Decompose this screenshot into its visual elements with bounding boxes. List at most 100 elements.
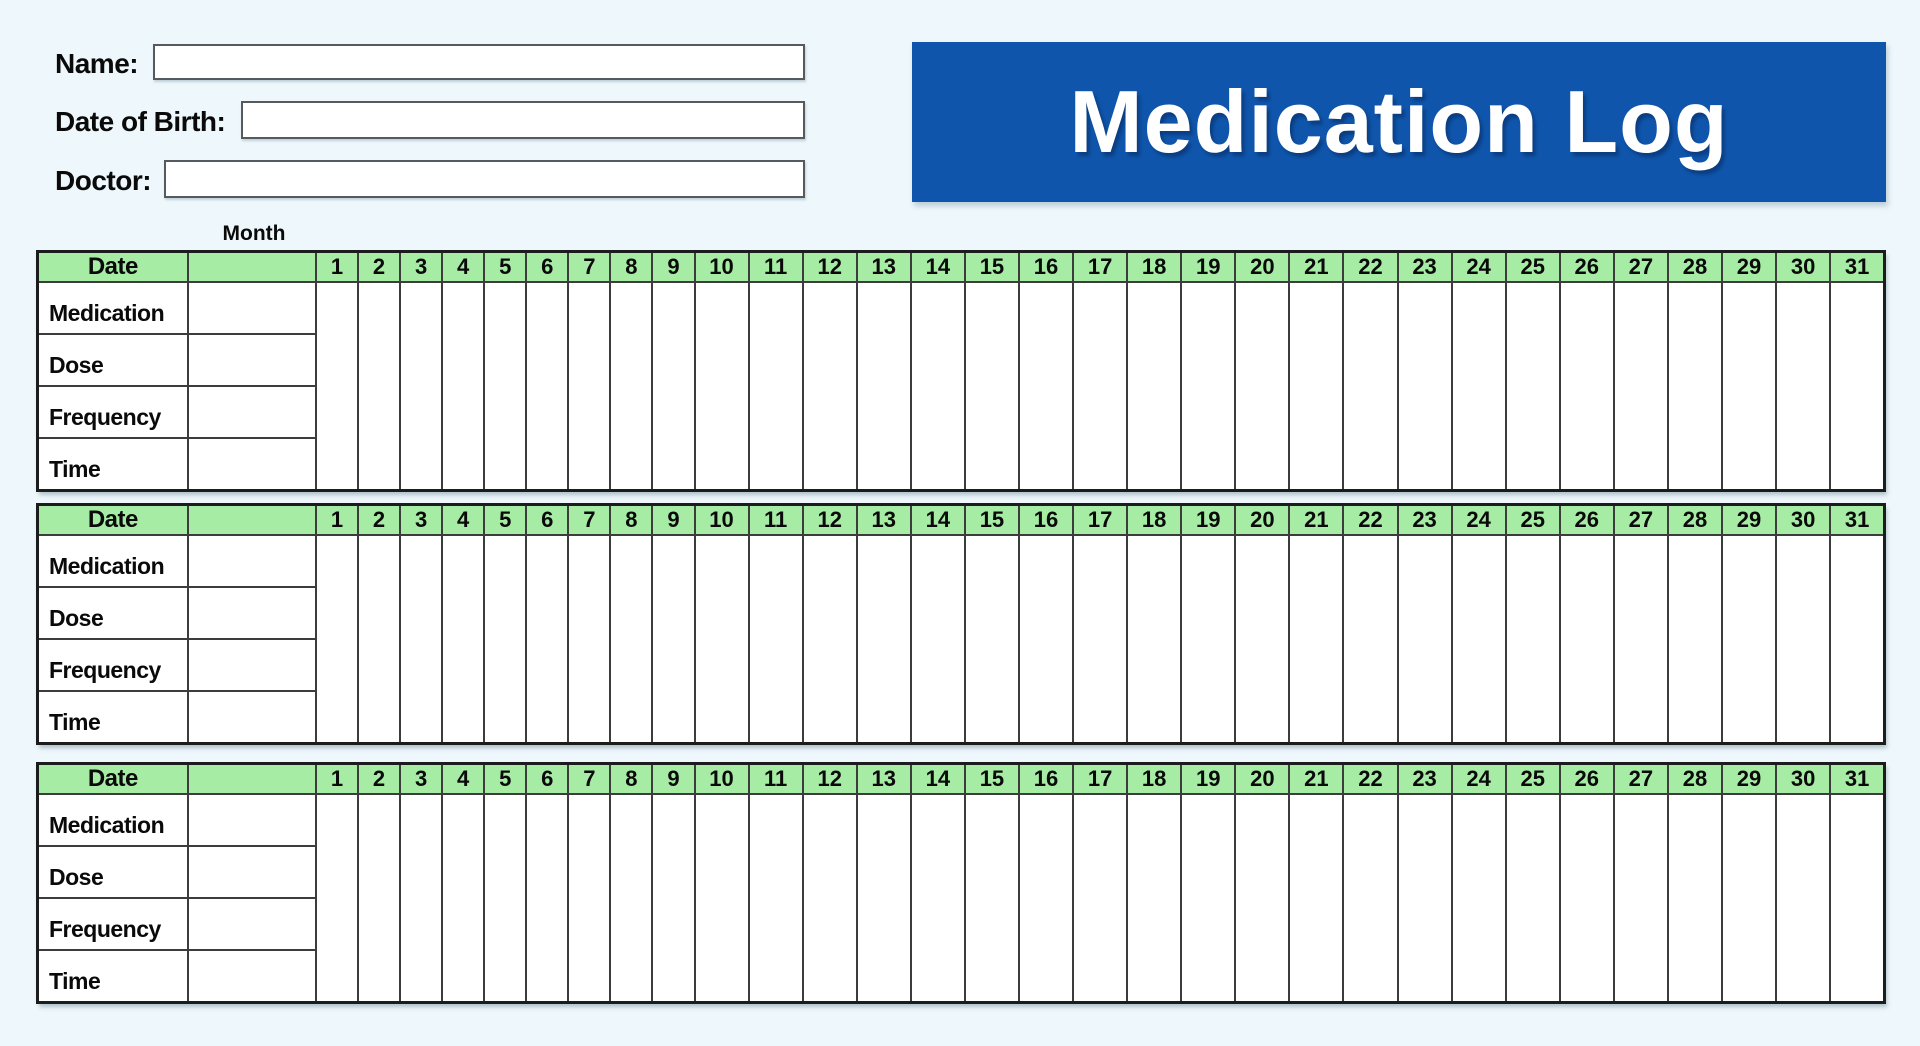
day-column-23[interactable]: [1396, 534, 1453, 744]
day-column-23[interactable]: [1396, 793, 1453, 1003]
medication-value-cell[interactable]: [186, 281, 317, 335]
day-column-3[interactable]: [399, 281, 444, 491]
day-column-28[interactable]: [1666, 534, 1723, 744]
day-column-14[interactable]: [909, 534, 966, 744]
day-column-14[interactable]: [909, 281, 966, 491]
date-of-birth-input[interactable]: [241, 101, 805, 139]
day-column-20[interactable]: [1234, 793, 1291, 1003]
day-column-15[interactable]: [963, 281, 1020, 491]
time-value-cell[interactable]: [186, 949, 317, 1003]
day-column-15[interactable]: [963, 793, 1020, 1003]
day-column-16[interactable]: [1017, 534, 1075, 744]
day-column-3[interactable]: [399, 793, 444, 1003]
day-column-25[interactable]: [1504, 534, 1561, 744]
frequency-value-cell[interactable]: [186, 638, 317, 692]
day-column-29[interactable]: [1720, 281, 1778, 491]
day-column-21[interactable]: [1288, 793, 1345, 1003]
day-column-17[interactable]: [1072, 534, 1129, 744]
day-column-4[interactable]: [441, 793, 486, 1003]
day-column-9[interactable]: [651, 281, 696, 491]
day-column-1[interactable]: [314, 281, 360, 491]
day-column-25[interactable]: [1504, 793, 1561, 1003]
day-column-30[interactable]: [1775, 281, 1832, 491]
medication-value-cell[interactable]: [186, 793, 317, 847]
month-header-cell[interactable]: [186, 250, 317, 283]
day-column-6[interactable]: [525, 534, 570, 744]
name-input[interactable]: [153, 44, 805, 80]
day-column-29[interactable]: [1720, 793, 1778, 1003]
day-column-9[interactable]: [651, 534, 696, 744]
day-column-19[interactable]: [1180, 281, 1237, 491]
day-column-2[interactable]: [356, 534, 402, 744]
day-column-8[interactable]: [609, 534, 654, 744]
day-column-10[interactable]: [693, 793, 750, 1003]
day-column-12[interactable]: [801, 534, 858, 744]
day-column-17[interactable]: [1072, 793, 1129, 1003]
day-column-1[interactable]: [314, 793, 360, 1003]
day-column-22[interactable]: [1342, 534, 1399, 744]
day-column-6[interactable]: [525, 281, 570, 491]
day-column-7[interactable]: [567, 281, 612, 491]
day-column-30[interactable]: [1775, 534, 1832, 744]
day-column-12[interactable]: [801, 793, 858, 1003]
day-column-2[interactable]: [356, 793, 402, 1003]
day-column-18[interactable]: [1126, 793, 1183, 1003]
day-column-20[interactable]: [1234, 281, 1291, 491]
day-column-17[interactable]: [1072, 281, 1129, 491]
day-column-5[interactable]: [483, 534, 528, 744]
day-column-18[interactable]: [1126, 281, 1183, 491]
day-column-3[interactable]: [399, 534, 444, 744]
month-header-cell[interactable]: [186, 503, 317, 536]
day-column-10[interactable]: [693, 281, 750, 491]
day-column-9[interactable]: [651, 793, 696, 1003]
day-column-12[interactable]: [801, 281, 858, 491]
day-column-21[interactable]: [1288, 534, 1345, 744]
day-column-31[interactable]: [1829, 281, 1886, 491]
day-column-24[interactable]: [1450, 534, 1507, 744]
day-column-7[interactable]: [567, 534, 612, 744]
day-column-4[interactable]: [441, 281, 486, 491]
day-column-5[interactable]: [483, 793, 528, 1003]
doctor-input[interactable]: [164, 160, 805, 198]
day-column-27[interactable]: [1612, 281, 1669, 491]
day-column-2[interactable]: [356, 281, 402, 491]
day-column-23[interactable]: [1396, 281, 1453, 491]
frequency-value-cell[interactable]: [186, 897, 317, 951]
day-column-13[interactable]: [855, 793, 912, 1003]
day-column-24[interactable]: [1450, 793, 1507, 1003]
day-column-15[interactable]: [963, 534, 1020, 744]
day-column-11[interactable]: [747, 793, 804, 1003]
day-column-26[interactable]: [1558, 793, 1615, 1003]
day-column-7[interactable]: [567, 793, 612, 1003]
day-column-14[interactable]: [909, 793, 966, 1003]
day-column-13[interactable]: [855, 281, 912, 491]
day-column-25[interactable]: [1504, 281, 1561, 491]
day-column-13[interactable]: [855, 534, 912, 744]
day-column-28[interactable]: [1666, 281, 1723, 491]
day-column-21[interactable]: [1288, 281, 1345, 491]
day-column-27[interactable]: [1612, 534, 1669, 744]
day-column-5[interactable]: [483, 281, 528, 491]
time-value-cell[interactable]: [186, 690, 317, 744]
day-column-10[interactable]: [693, 534, 750, 744]
day-column-8[interactable]: [609, 793, 654, 1003]
day-column-19[interactable]: [1180, 793, 1237, 1003]
day-column-11[interactable]: [747, 281, 804, 491]
day-column-24[interactable]: [1450, 281, 1507, 491]
dose-value-cell[interactable]: [186, 586, 317, 640]
day-column-19[interactable]: [1180, 534, 1237, 744]
time-value-cell[interactable]: [186, 437, 317, 491]
dose-value-cell[interactable]: [186, 845, 317, 899]
day-column-11[interactable]: [747, 534, 804, 744]
day-column-31[interactable]: [1829, 793, 1886, 1003]
frequency-value-cell[interactable]: [186, 385, 317, 439]
day-column-8[interactable]: [609, 281, 654, 491]
day-column-16[interactable]: [1017, 281, 1075, 491]
medication-value-cell[interactable]: [186, 534, 317, 588]
day-column-29[interactable]: [1720, 534, 1778, 744]
day-column-28[interactable]: [1666, 793, 1723, 1003]
day-column-22[interactable]: [1342, 793, 1399, 1003]
day-column-18[interactable]: [1126, 534, 1183, 744]
day-column-6[interactable]: [525, 793, 570, 1003]
day-column-22[interactable]: [1342, 281, 1399, 491]
